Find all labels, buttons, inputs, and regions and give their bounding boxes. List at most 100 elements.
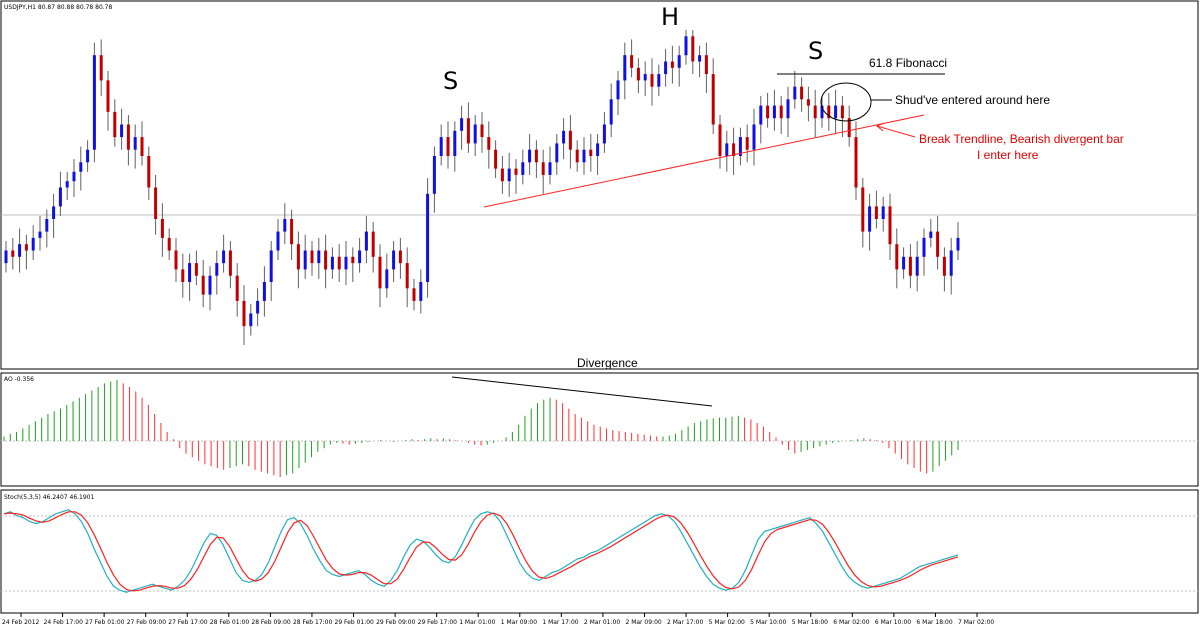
bear-candle <box>636 67 640 81</box>
bull-candle <box>38 231 42 238</box>
bear-candle <box>378 256 382 289</box>
head-label: H <box>661 3 679 31</box>
bull-candle <box>215 263 219 276</box>
bull-candle <box>521 162 525 175</box>
bear-candle <box>630 55 634 68</box>
bear-candle <box>174 250 178 270</box>
bear-candle <box>494 149 498 169</box>
bear-candle <box>106 80 110 112</box>
x-axis-ticks: 24 Feb 2012 24 Feb 17:00 27 Feb 01:00 27 Fe… <box>2 613 994 626</box>
bull-candle <box>684 36 688 56</box>
x-tick-label: 5 Mar 10:00 <box>750 619 786 626</box>
entry-circle <box>820 82 872 122</box>
x-tick-label: 2 Mar 17:00 <box>667 619 703 626</box>
bull-candle <box>439 137 443 156</box>
ao-divergence-line <box>451 376 713 407</box>
bull-candle <box>392 250 396 270</box>
bull-candle <box>72 171 76 182</box>
bull-candle <box>929 231 933 238</box>
ao-header: AO -0.356 <box>4 376 34 383</box>
bull-candle <box>262 282 266 301</box>
bear-candle <box>847 118 851 138</box>
bull-candle <box>52 206 56 219</box>
bull-candle <box>344 256 348 270</box>
bear-candle <box>874 206 878 219</box>
bear-candle <box>466 118 470 144</box>
bull-candle <box>283 219 287 232</box>
bull-candle <box>330 256 334 270</box>
bear-candle <box>167 237 171 251</box>
bear-candle <box>541 162 545 175</box>
bear-candle <box>942 256 946 276</box>
bear-candle <box>398 250 402 264</box>
bear-candle <box>446 137 450 156</box>
right-shoulder-label: S <box>808 37 823 65</box>
bear-candle <box>670 61 674 68</box>
bull-candle <box>79 162 83 172</box>
bear-candle <box>779 105 783 119</box>
x-tick-label: 29 Feb 01:00 <box>335 619 375 626</box>
bear-candle <box>840 105 844 119</box>
stoch-panel <box>0 489 1199 614</box>
bull-candle <box>65 181 69 188</box>
stoch-header: Stoch(5,3,5) 46.2407 46.1901 <box>4 494 95 501</box>
bear-candle <box>800 86 804 100</box>
x-tick-label: 24 Feb 17:00 <box>44 619 84 626</box>
bear-candle <box>11 250 15 257</box>
entry-note: Shud've entered around here <box>895 93 1050 107</box>
bull-candle <box>269 250 273 282</box>
bear-candle <box>888 206 892 245</box>
bull-candle <box>317 250 321 264</box>
bull-candle <box>915 256 919 276</box>
bull-candle <box>473 124 477 144</box>
bear-candle <box>575 149 579 163</box>
x-tick-label: 29 Feb 09:00 <box>376 619 416 626</box>
bull-candle <box>453 130 457 156</box>
bull-candle <box>786 99 790 119</box>
bull-candle <box>45 219 49 232</box>
bear-candle <box>827 105 831 119</box>
bear-candle <box>290 219 294 245</box>
bear-candle <box>732 143 736 156</box>
bear-candle <box>936 231 940 257</box>
bull-candle <box>358 250 362 264</box>
bull-candle <box>868 206 872 232</box>
bull-candle <box>562 130 566 144</box>
bull-candle <box>133 137 137 150</box>
bull-candle <box>419 282 423 301</box>
bear-candle <box>806 99 810 106</box>
bull-candle <box>222 250 226 264</box>
bull-candle <box>623 55 627 81</box>
bear-candle <box>589 149 593 156</box>
bear-candle <box>711 74 715 125</box>
ao-histogram <box>3 379 959 477</box>
x-tick-label: 27 Feb 09:00 <box>127 619 167 626</box>
bear-candle <box>154 187 158 219</box>
break-arrowhead <box>876 122 885 132</box>
bear-candle <box>854 137 858 188</box>
x-tick-label: 6 Mar 02:00 <box>833 619 869 626</box>
bear-candle <box>405 263 409 289</box>
bull-candle <box>86 149 90 163</box>
break-note-line1: Break Trendline, Bearish divergent bar <box>919 132 1124 146</box>
bull-candle <box>881 206 885 219</box>
bear-candle <box>160 219 164 238</box>
bear-candle <box>201 275 205 295</box>
x-tick-label: 29 Feb 17:00 <box>418 619 458 626</box>
left-shoulder-label: S <box>443 67 458 95</box>
bear-candle <box>813 105 817 119</box>
x-tick-label: 5 Mar 02:00 <box>709 619 745 626</box>
symbol-header: USDJPY,H1 80.87 80.88 80.78 80.78 <box>4 4 112 11</box>
stoch-signal-line <box>3 511 959 592</box>
bull-candle <box>643 74 647 81</box>
bull-candle <box>664 61 668 75</box>
bull-candle <box>738 137 742 156</box>
bull-candle <box>58 187 62 207</box>
x-tick-label: 1 Mar 17:00 <box>542 619 578 626</box>
bull-candle <box>759 105 763 125</box>
bull-candle <box>698 55 702 62</box>
bear-candle <box>228 250 232 276</box>
x-tick-label: 6 Mar 10:00 <box>875 619 911 626</box>
bull-candle <box>725 143 729 156</box>
